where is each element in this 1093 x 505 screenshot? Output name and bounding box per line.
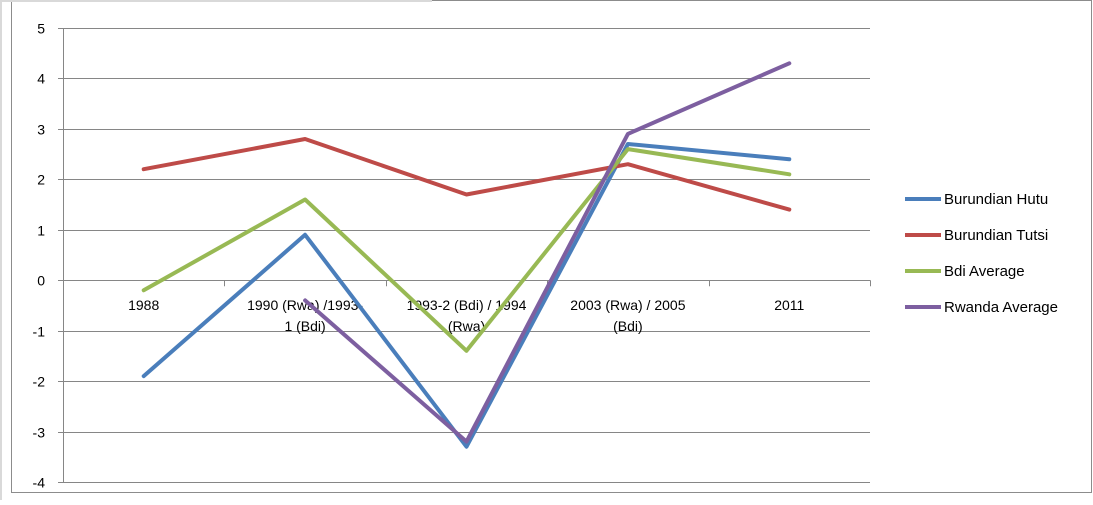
x-tick-label: 2011 [774,297,804,313]
legend-label: Rwanda Average [944,299,1058,316]
tick-labels: -4 -3 -2 -1 0 1 2 3 4 5 1988 1990 (Rwa) /1993-1 (Bd… [33,21,805,491]
series-line-rwanda-average [303,61,792,444]
y-tick-label: -3 [33,425,46,441]
y-tick-label: 0 [37,273,45,289]
gridlines [63,28,870,483]
y-tick-label: -4 [33,475,46,491]
legend-label: Burundian Hutu [944,191,1048,208]
y-tick-label: -2 [33,374,46,390]
y-tick-label: 5 [37,21,45,37]
legend-label: Burundian Tutsi [944,227,1048,244]
series-line-burundian-tutsi [141,137,792,212]
y-tick-label: 1 [37,223,45,239]
series-line-bdi-average [141,147,792,353]
series-line-burundian-hutu [141,142,792,449]
y-tick-label: 2 [37,172,45,188]
legend: Burundian Hutu Burundian Tutsi Bdi Average… [905,191,1058,316]
x-tick-label: 1988 [128,297,159,313]
x-tick-label: 2003 (Rwa) / 2005 (Bdi) [570,297,685,334]
y-tick-label: -1 [33,324,46,340]
series-lines [141,61,792,449]
y-tick-label: 3 [37,122,45,138]
y-tick-label: 4 [37,71,45,87]
axes [58,28,871,483]
legend-label: Bdi Average [944,263,1025,280]
x-tick-label: 1993-2 (Bdi) / 1994 (Rwa) [407,297,527,334]
x-tick-label: 1990 (Rwa) /1993-1 (Bdi) [247,297,363,334]
